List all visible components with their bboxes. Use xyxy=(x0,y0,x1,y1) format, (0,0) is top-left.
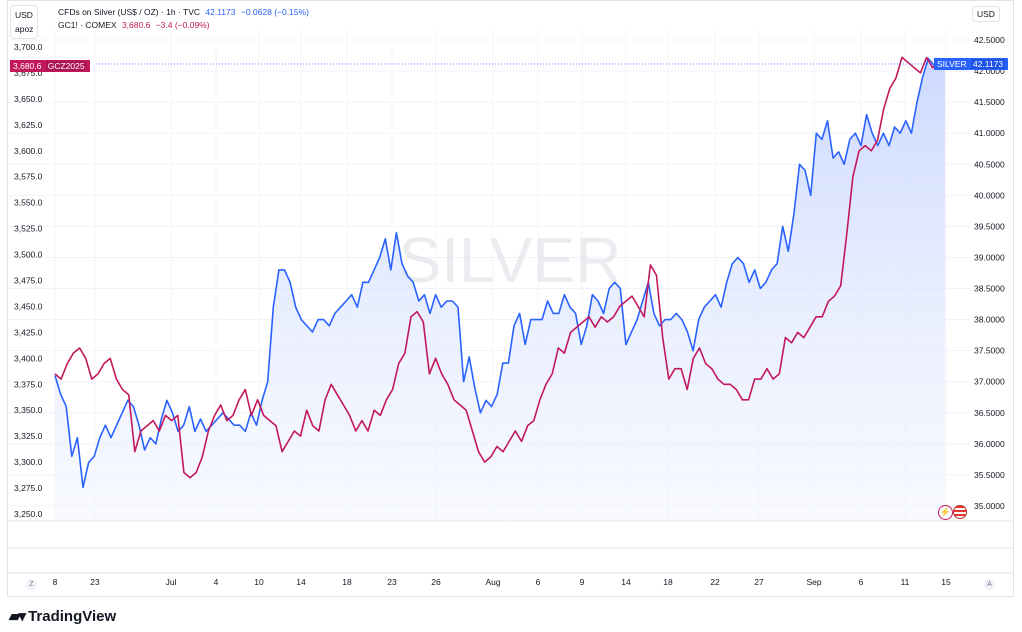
gold-symbol-desc: GC1! · COMEX xyxy=(58,20,117,30)
gold-price: 3,680.6 xyxy=(121,20,151,30)
lightning-icon[interactable]: ⚡ xyxy=(938,505,953,520)
left-axis-tick: 3,400.0 xyxy=(14,353,43,363)
right-axis-tick: 40.5000 xyxy=(974,159,1005,169)
gold-change: −3.4 (−0.09%) xyxy=(155,20,210,30)
time-axis-tick: 4 xyxy=(214,577,219,587)
time-axis-tick: 8 xyxy=(53,577,58,587)
right-axis-tick: 37.5000 xyxy=(974,346,1005,356)
left-unit-label: apoz xyxy=(15,24,34,34)
left-axis-tick: 3,300.0 xyxy=(14,457,43,467)
left-axis-tick: 3,675.0 xyxy=(14,68,43,78)
left-axis-tick: 3,250.0 xyxy=(14,509,43,519)
time-axis-tick: 9 xyxy=(580,577,585,587)
left-axis-currency[interactable]: USD apoz xyxy=(10,5,39,39)
left-axis-tick: 3,425.0 xyxy=(14,327,43,337)
right-axis-tick: 41.0000 xyxy=(974,128,1005,138)
time-axis-tick: Sep xyxy=(806,577,821,587)
left-axis-tick: 3,525.0 xyxy=(14,224,43,234)
left-axis-tick: 3,500.0 xyxy=(14,250,43,260)
brand-name: TradingView xyxy=(28,607,117,625)
right-axis-tick: 37.0000 xyxy=(974,377,1005,387)
right-axis-tick: 35.0000 xyxy=(974,501,1005,511)
silver-price-badge: SILVER 42.1173 xyxy=(934,58,1009,70)
auto-scale-button[interactable]: A xyxy=(984,579,995,590)
time-axis-tick: 23 xyxy=(387,577,397,587)
left-axis-tick: 3,375.0 xyxy=(14,379,43,389)
left-axis-tick: 3,475.0 xyxy=(14,276,43,286)
right-axis-tick: 36.5000 xyxy=(974,408,1005,418)
time-axis-tick: 14 xyxy=(621,577,631,587)
gold-series-line xyxy=(54,56,946,479)
left-axis-tick: 3,350.0 xyxy=(14,405,43,415)
time-axis-tick: 18 xyxy=(663,577,673,587)
us-flag-icon[interactable] xyxy=(953,505,967,519)
right-axis-tick: 38.5000 xyxy=(974,284,1005,294)
right-axis-tick: 36.0000 xyxy=(974,439,1005,449)
silver-area-fill xyxy=(55,58,945,521)
left-axis-tick: 3,600.0 xyxy=(14,146,43,156)
right-axis-tick: 35.5000 xyxy=(974,470,1005,480)
gold-badge-value: 3,680.6 xyxy=(13,61,42,71)
right-axis-currency[interactable]: USD xyxy=(972,6,1000,22)
silver-change: −0.0628 (−0.15%) xyxy=(240,7,309,17)
silver-symbol-desc: CFDs on Silver (US$ / OZ) · 1h · TVC xyxy=(58,7,201,17)
left-currency-label: USD xyxy=(15,10,33,20)
left-axis-tick: 3,700.0 xyxy=(14,42,43,52)
right-axis-tick: 42.0000 xyxy=(974,66,1005,76)
right-axis-tick: 39.5000 xyxy=(974,221,1005,231)
time-axis-tick: 11 xyxy=(901,577,910,587)
left-axis-tick: 3,275.0 xyxy=(14,483,43,493)
left-axis-tick: 3,575.0 xyxy=(14,172,43,182)
left-axis-tick: 3,450.0 xyxy=(14,301,43,311)
right-axis-tick: 41.5000 xyxy=(974,97,1005,107)
time-axis-tick: Jul xyxy=(166,577,177,587)
gold-badge-symbol: GCZ2025 xyxy=(45,61,87,71)
gold-legend[interactable]: GC1! · COMEX 3,680.6 −3.4 (−0.09%) xyxy=(58,20,213,30)
right-axis-tick: 40.0000 xyxy=(974,190,1005,200)
time-axis-tick: 6 xyxy=(536,577,541,587)
time-axis-tick: 15 xyxy=(941,577,951,587)
time-axis-tick: 10 xyxy=(254,577,264,587)
time-axis-tick: 23 xyxy=(90,577,100,587)
silver-series-line xyxy=(54,57,946,489)
time-axis-tick: Aug xyxy=(485,577,500,587)
time-axis-tick: 6 xyxy=(859,577,864,587)
time-axis-tick: 14 xyxy=(296,577,306,587)
tv-logo-icon: ▰▾ xyxy=(9,608,26,625)
time-axis-tick: 27 xyxy=(754,577,764,587)
silver-badge-symbol: SILVER xyxy=(937,59,967,69)
left-axis-tick: 3,325.0 xyxy=(14,431,43,441)
right-axis-tick: 38.0000 xyxy=(974,315,1005,325)
timezone-z-button[interactable]: Z xyxy=(26,579,37,590)
time-axis-tick: 26 xyxy=(431,577,441,587)
left-axis-tick: 3,625.0 xyxy=(14,120,43,130)
silver-badge-value: 42.1173 xyxy=(970,59,1006,69)
left-axis-tick: 3,550.0 xyxy=(14,198,43,208)
time-axis-tick: 22 xyxy=(710,577,720,587)
silver-legend[interactable]: CFDs on Silver (US$ / OZ) · 1h · TVC 42.… xyxy=(58,7,312,17)
time-axis-tick: 18 xyxy=(342,577,352,587)
right-axis-tick: 39.0000 xyxy=(974,252,1005,262)
left-axis-tick: 3,650.0 xyxy=(14,94,43,104)
tradingview-logo[interactable]: ▰▾ TradingView xyxy=(9,607,117,626)
gold-price-badge: 3,680.6 GCZ2025 xyxy=(10,60,90,72)
symbol-watermark: SILVER xyxy=(399,224,622,296)
silver-price: 42.1173 xyxy=(205,7,236,17)
right-axis-tick: 42.5000 xyxy=(974,35,1005,45)
